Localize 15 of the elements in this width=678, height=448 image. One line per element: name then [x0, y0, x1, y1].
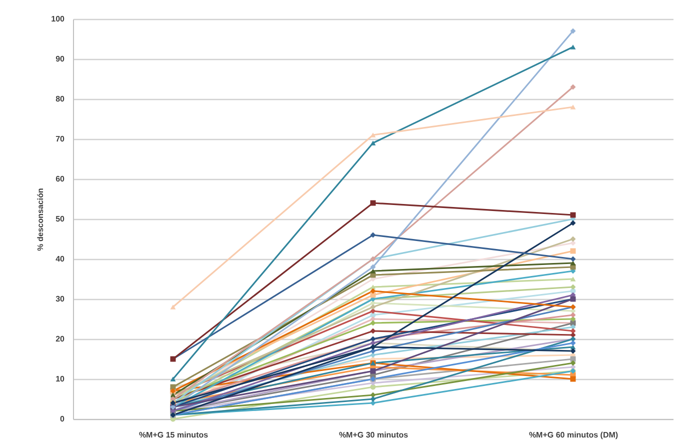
y-tick-label: 0 [60, 414, 66, 424]
y-tick-label: 60 [56, 174, 66, 184]
y-tick-label: 50 [56, 214, 66, 224]
x-tick-label: %M+G 60 minutos (DM) [528, 430, 618, 440]
y-tick-label: 90 [56, 54, 66, 64]
y-tick-label: 20 [56, 334, 66, 344]
x-tick-label: %M+G 30 minutos [338, 430, 409, 440]
y-axis-title: % desconsación [36, 188, 46, 251]
x-tick-label: %M+G 15 minutos [138, 430, 209, 440]
y-tick-label: 100 [51, 14, 66, 24]
y-tick-label: 70 [56, 134, 66, 144]
y-tick-label: 40 [56, 254, 66, 264]
y-tick-label: 10 [56, 374, 66, 384]
y-tick-label: 80 [56, 94, 66, 104]
y-tick-label: 30 [56, 294, 66, 304]
